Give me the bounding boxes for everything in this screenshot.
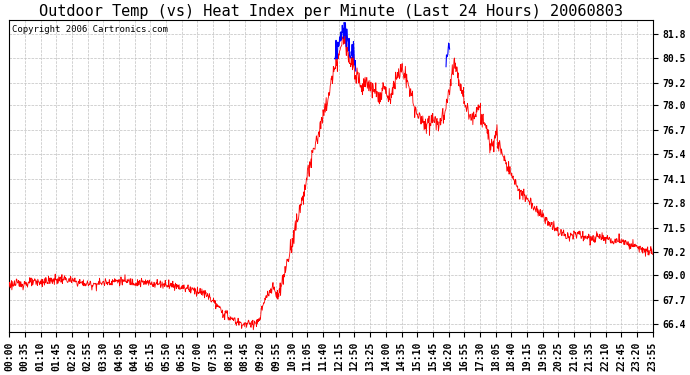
Text: Copyright 2006 Cartronics.com: Copyright 2006 Cartronics.com xyxy=(12,25,168,34)
Title: Outdoor Temp (vs) Heat Index per Minute (Last 24 Hours) 20060803: Outdoor Temp (vs) Heat Index per Minute … xyxy=(39,4,623,19)
